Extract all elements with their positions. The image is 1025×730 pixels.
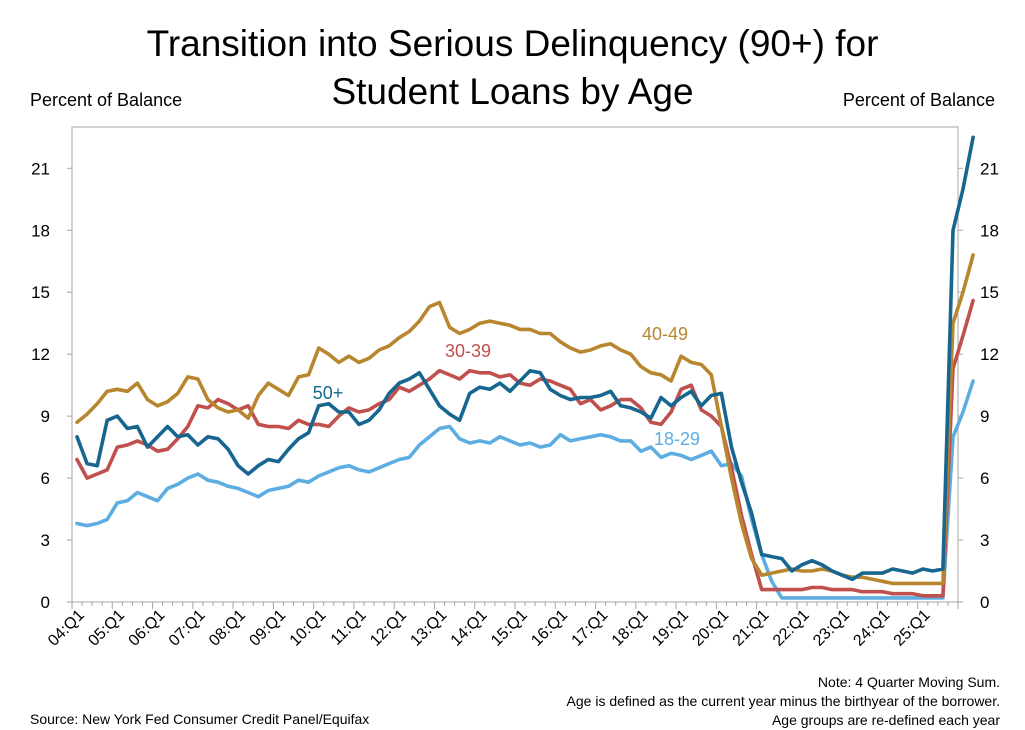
series-label-50plus: 50+ bbox=[313, 383, 344, 403]
x-tick-label: 10:Q1 bbox=[287, 607, 330, 650]
x-tick-label: 18:Q1 bbox=[609, 607, 652, 650]
x-tick-label: 12:Q1 bbox=[367, 607, 410, 650]
chart-title-line1: Transition into Serious Delinquency (90+… bbox=[146, 23, 879, 64]
x-tick-label: 13:Q1 bbox=[407, 607, 450, 650]
x-tick-label: 08:Q1 bbox=[206, 607, 249, 650]
note-line-2: Age is defined as the current year minus… bbox=[566, 693, 1000, 709]
chart-notes: Note: 4 Quarter Moving Sum. Age is defin… bbox=[567, 673, 1000, 730]
y-tick-label-right: 6 bbox=[980, 469, 989, 488]
y-tick-label-right: 21 bbox=[980, 159, 999, 178]
series-label-40-49: 40-49 bbox=[642, 324, 688, 344]
chart-title-line2: Student Loans by Age bbox=[331, 71, 694, 112]
x-tick-label: 14:Q1 bbox=[448, 607, 491, 650]
y-tick-label-right: 9 bbox=[980, 407, 989, 426]
series-label-18-29: 18-29 bbox=[654, 429, 700, 449]
y-tick-label-left: 6 bbox=[41, 469, 50, 488]
y-tick-label-left: 3 bbox=[41, 531, 50, 550]
x-tick-label: 11:Q1 bbox=[328, 607, 370, 649]
y-tick-label-left: 0 bbox=[41, 593, 50, 612]
x-tick-label: 15:Q1 bbox=[488, 607, 531, 650]
series-line-40-49 bbox=[75, 253, 975, 586]
chart-title: Transition into Serious Delinquency (90+… bbox=[0, 20, 1025, 116]
x-tick-label: 19:Q1 bbox=[649, 607, 692, 650]
source-note: Source: New York Fed Consumer Credit Pan… bbox=[30, 711, 370, 727]
y-tick-label-left: 15 bbox=[31, 283, 50, 302]
series-line-30-39 bbox=[75, 298, 975, 598]
y-tick-label-left: 21 bbox=[31, 159, 50, 178]
x-tick-label: 22:Q1 bbox=[770, 607, 813, 650]
plot-area-frame bbox=[71, 126, 959, 603]
note-line-1: Note: 4 Quarter Moving Sum. bbox=[817, 674, 1000, 690]
y-tick-label-right: 12 bbox=[980, 345, 999, 364]
x-tick-label: 21:Q1 bbox=[730, 607, 773, 650]
y-tick-label-right: 15 bbox=[980, 283, 999, 302]
y-tick-label-left: 12 bbox=[31, 345, 50, 364]
y-tick-label-right: 18 bbox=[980, 221, 999, 240]
x-tick-label: 09:Q1 bbox=[246, 607, 289, 650]
right-axis-label: Percent of Balance bbox=[842, 90, 995, 110]
left-axis-label: Percent of Balance bbox=[30, 90, 183, 110]
y-tick-label-left: 18 bbox=[31, 221, 50, 240]
x-tick-label: 16:Q1 bbox=[528, 607, 571, 650]
series-label-30-39: 30-39 bbox=[445, 341, 491, 361]
x-tick-label: 07:Q1 bbox=[166, 607, 209, 650]
x-tick-label: 04:Q1 bbox=[45, 607, 88, 650]
x-tick-label: 23:Q1 bbox=[810, 607, 853, 650]
series-line-18-29 bbox=[75, 379, 975, 600]
y-tick-label-left: 9 bbox=[41, 407, 50, 426]
x-tick-label: 05:Q1 bbox=[85, 607, 128, 650]
x-tick-label: 25:Q1 bbox=[891, 607, 934, 650]
x-tick-label: 24:Q1 bbox=[850, 607, 893, 650]
series-line-50plus bbox=[75, 135, 975, 582]
x-tick-label: 20:Q1 bbox=[689, 607, 732, 650]
x-tick-label: 06:Q1 bbox=[126, 607, 169, 650]
note-line-3: Age groups are re-defined each year bbox=[771, 712, 1000, 728]
y-tick-label-right: 3 bbox=[980, 531, 989, 550]
x-tick-label: 17:Q1 bbox=[569, 607, 612, 650]
y-tick-label-right: 0 bbox=[980, 593, 989, 612]
